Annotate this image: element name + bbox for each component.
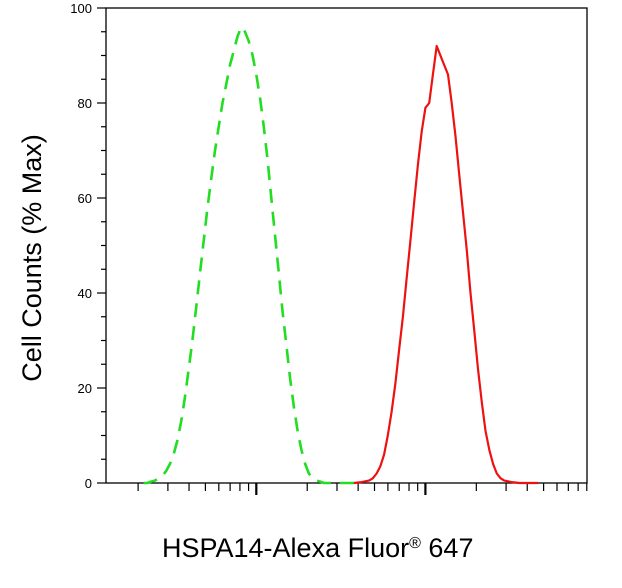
- x-axis-label-main: HSPA14-Alexa Fluor: [162, 533, 410, 563]
- x-axis-label-tail: 647: [420, 533, 474, 563]
- plot-frame: [105, 7, 588, 484]
- y-axis-label: Cell Counts (% Max): [17, 134, 47, 382]
- y-axis-ticks: 0 20 40 60 80 100: [70, 1, 106, 491]
- plot-border: [105, 7, 588, 484]
- y-tick-label: 40: [78, 286, 92, 301]
- y-tick-label: 20: [78, 381, 92, 396]
- x-axis-label-registered-mark: ®: [409, 535, 421, 552]
- control-histogram-line: [143, 25, 354, 485]
- y-tick-label: 0: [85, 476, 92, 491]
- y-tick-label: 100: [70, 1, 92, 16]
- series-layer: [143, 25, 539, 485]
- y-tick-label: 80: [78, 96, 92, 111]
- sample-histogram-line: [353, 44, 539, 485]
- x-axis-ticks: [137, 483, 588, 495]
- y-tick-label: 60: [78, 191, 92, 206]
